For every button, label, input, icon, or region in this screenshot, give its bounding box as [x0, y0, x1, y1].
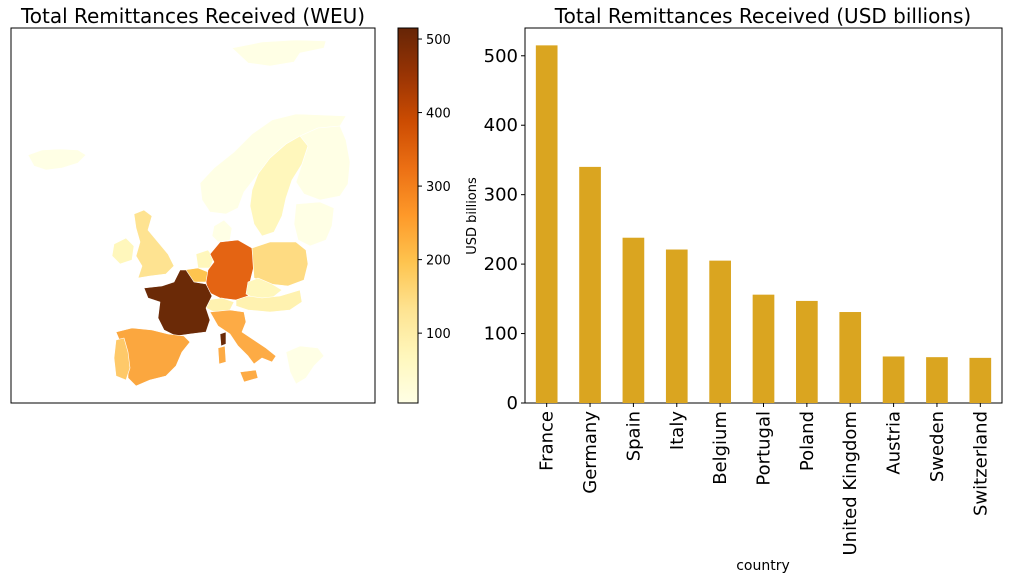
country-finland: [295, 125, 351, 201]
y-tick-label: 100: [484, 324, 518, 345]
y-tick-label: 0: [507, 393, 518, 414]
bar-panel: Total Remittances Received (USD billions…: [484, 4, 1003, 574]
country-france: [143, 269, 213, 337]
country-uk: [133, 209, 175, 279]
x-tick-label: Belgium: [710, 411, 731, 485]
country-italy: [209, 309, 277, 365]
bar: [622, 237, 645, 403]
bar: [752, 294, 775, 403]
bar: [882, 356, 905, 403]
x-tick-label: Germany: [580, 411, 601, 494]
country-austria: [235, 289, 303, 313]
y-tick-label: 400: [484, 115, 518, 136]
x-tick-label: Austria: [884, 411, 905, 475]
country-ireland: [111, 237, 135, 265]
country-baltics: [293, 201, 335, 247]
x-tick-label: United Kingdom: [840, 411, 861, 555]
y-tick-label: 300: [484, 185, 518, 206]
x-tick-label: Poland: [797, 411, 818, 471]
country-iceland: [27, 148, 87, 171]
bar: [535, 45, 558, 403]
island-svalbard: [231, 39, 327, 67]
country-denmark: [211, 219, 233, 243]
country-netherlands: [195, 249, 215, 269]
country-czechia: [245, 277, 283, 299]
island-sardinia: [217, 345, 227, 365]
colorbar-tick-label: 100: [426, 327, 451, 342]
x-tick-label: Switzerland: [970, 411, 991, 516]
bar: [926, 357, 948, 403]
country-greece: [285, 345, 325, 385]
colorbar-tick-label: 300: [426, 180, 451, 195]
x-axis-label: country: [736, 558, 790, 574]
y-tick-label: 500: [484, 46, 518, 67]
x-tick-label: France: [537, 411, 558, 471]
y-axis-ticks: 0 100 200 300 400 500: [484, 46, 525, 414]
bar: [796, 300, 818, 403]
x-tick-label: Italy: [667, 411, 688, 450]
colorbar-ticks: 100 200 300 400 500: [418, 33, 451, 342]
bar: [709, 260, 731, 403]
map-panel: Total Remittances Received (WEU): [10, 4, 376, 404]
colorbar-tick-label: 200: [426, 254, 451, 269]
x-tick-label: Spain: [623, 411, 644, 461]
bar: [969, 357, 992, 403]
colorbar-tick-label: 500: [426, 33, 451, 48]
bar: [665, 249, 688, 403]
map-title: Total Remittances Received (WEU): [20, 4, 365, 28]
colorbar-label: USD billions: [465, 177, 480, 255]
colorbar: 100 200 300 400 500 USD billions: [397, 27, 480, 404]
y-tick-label: 200: [484, 254, 518, 275]
colorbar-gradient: [397, 27, 419, 404]
x-axis-ticks: France Germany Spain Italy Belgium Portugal Po…: [537, 403, 991, 555]
colorbar-tick-label: 400: [426, 107, 451, 122]
x-tick-label: Portugal: [754, 411, 775, 486]
bars: [535, 45, 992, 403]
x-tick-label: Sweden: [927, 411, 948, 482]
country-portugal: [113, 337, 131, 381]
bar: [839, 312, 862, 403]
bar: [579, 166, 601, 403]
country-sweden: [249, 135, 309, 237]
bar-title: Total Remittances Received (USD billions…: [554, 4, 971, 28]
island-sicily: [239, 369, 259, 383]
map-countries: [27, 39, 351, 387]
island-corsica: [219, 331, 227, 347]
